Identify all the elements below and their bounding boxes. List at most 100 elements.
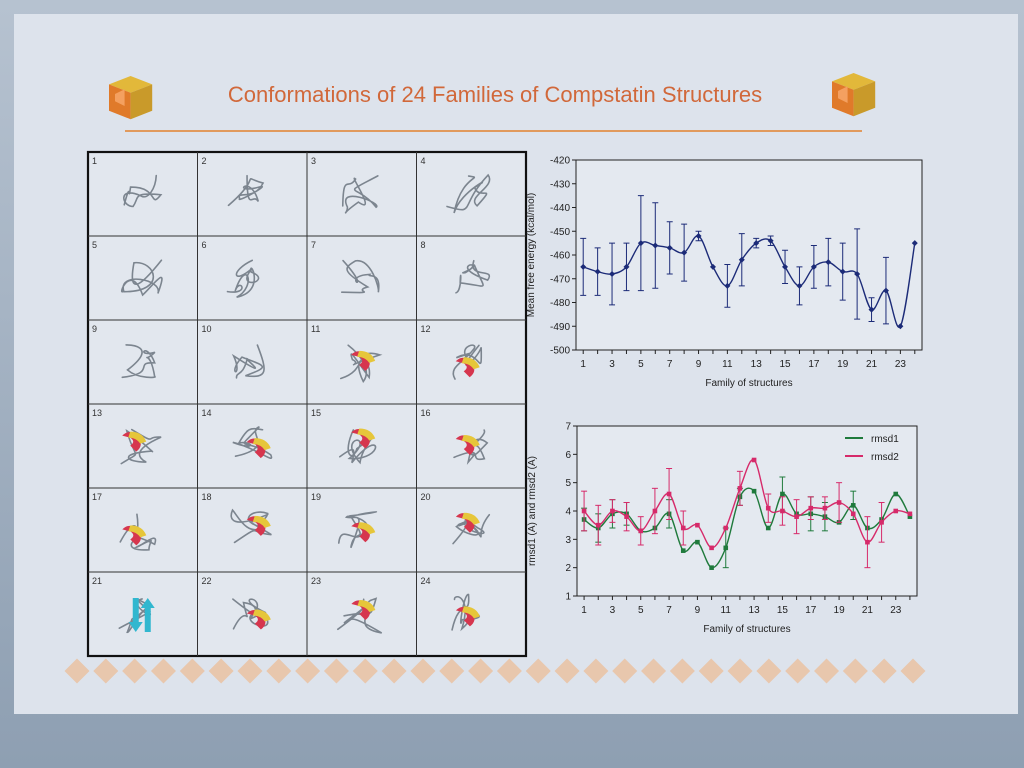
diamond-ornament bbox=[871, 658, 897, 684]
y-tick-label: 2 bbox=[565, 563, 571, 574]
data-point bbox=[794, 514, 799, 519]
structure-cell: 1 bbox=[92, 156, 163, 208]
y-tick-label: -470 bbox=[550, 274, 570, 285]
logo-face-right bbox=[130, 84, 153, 120]
cell-number: 13 bbox=[92, 408, 102, 418]
data-point bbox=[695, 233, 702, 239]
data-point bbox=[709, 565, 714, 570]
x-tick-label: 11 bbox=[722, 359, 733, 370]
structure-cell: 23 bbox=[311, 576, 383, 634]
cell-number: 14 bbox=[202, 408, 212, 418]
cell-number: 22 bbox=[202, 576, 212, 586]
diamond-ornament bbox=[641, 658, 667, 684]
x-tick-label: 7 bbox=[666, 605, 672, 616]
data-point bbox=[765, 525, 771, 531]
backbone-trace bbox=[230, 508, 272, 544]
backbone-trace bbox=[455, 259, 491, 294]
cell-number: 20 bbox=[421, 492, 431, 502]
x-tick-label: 13 bbox=[749, 605, 761, 616]
data-point bbox=[737, 486, 743, 491]
y-tick-label: -440 bbox=[550, 203, 570, 214]
data-point bbox=[623, 263, 630, 270]
y-tick-label: -460 bbox=[550, 251, 570, 262]
x-tick-label: 21 bbox=[866, 359, 878, 370]
y-tick-label: 1 bbox=[565, 592, 571, 603]
cell-number: 1 bbox=[92, 156, 97, 166]
diamond-ornament bbox=[266, 658, 292, 684]
data-point bbox=[609, 271, 616, 277]
x-tick-label: 15 bbox=[779, 359, 791, 370]
data-point bbox=[822, 505, 828, 511]
diamond-ornament bbox=[381, 658, 407, 684]
cell-number: 2 bbox=[202, 156, 207, 166]
data-point bbox=[681, 249, 688, 256]
data-point bbox=[724, 282, 731, 289]
helix-ribbon-yellow bbox=[128, 431, 147, 444]
diamond-ornament bbox=[756, 658, 782, 684]
data-point bbox=[911, 240, 918, 247]
cell-number: 24 bbox=[421, 576, 431, 586]
backbone-trace bbox=[232, 426, 273, 459]
diamond-ornament bbox=[814, 658, 840, 684]
y-tick-label: 5 bbox=[565, 478, 571, 489]
helix-ribbon-yellow bbox=[357, 522, 376, 535]
structure-cell: 24 bbox=[421, 576, 480, 632]
structure-cell: 12 bbox=[421, 324, 483, 380]
backbone-trace bbox=[341, 175, 379, 214]
data-point bbox=[624, 514, 629, 519]
structure-cell: 10 bbox=[202, 324, 265, 379]
x-tick-label: 5 bbox=[638, 359, 644, 370]
data-point bbox=[738, 256, 745, 263]
helix-ribbon-yellow bbox=[252, 438, 271, 451]
diamond-ornament bbox=[64, 658, 90, 684]
data-point bbox=[594, 268, 601, 275]
structure-cell: 2 bbox=[202, 156, 265, 207]
backbone-trace bbox=[227, 174, 265, 207]
diamond-ornament bbox=[150, 658, 176, 684]
backbone-trace bbox=[453, 429, 489, 465]
y-tick-label: -450 bbox=[550, 227, 570, 238]
data-point bbox=[765, 505, 771, 511]
data-point bbox=[680, 525, 686, 531]
data-point bbox=[709, 263, 716, 270]
diamond-ornament bbox=[295, 658, 321, 684]
data-point bbox=[680, 548, 686, 553]
data-point bbox=[782, 263, 789, 270]
data-point bbox=[666, 244, 673, 251]
cell-number: 19 bbox=[311, 492, 321, 502]
diamond-ornament bbox=[496, 658, 522, 684]
helix-ribbon-yellow bbox=[357, 599, 376, 612]
x-tick-label: 3 bbox=[610, 605, 616, 616]
data-point bbox=[893, 508, 899, 514]
x-tick-label: 17 bbox=[805, 605, 817, 616]
diamond-ornament bbox=[208, 658, 234, 684]
data-point bbox=[610, 508, 615, 514]
cell-number: 9 bbox=[92, 324, 97, 334]
y-tick-label: -420 bbox=[550, 156, 570, 167]
x-axis-label: Family of structures bbox=[705, 378, 792, 389]
diamond-ornament bbox=[122, 658, 148, 684]
poster-title: Conformations of 24 Families of Compstat… bbox=[228, 82, 762, 107]
cell-number: 12 bbox=[421, 324, 431, 334]
diamond-ornament bbox=[352, 658, 378, 684]
helix-ribbon-yellow bbox=[357, 350, 376, 363]
diamond-ornament bbox=[410, 658, 436, 684]
x-tick-label: 15 bbox=[777, 605, 789, 616]
y-axis-label: rmsd1 (A) and rmsd2 (A) bbox=[527, 456, 538, 566]
x-tick-label: 23 bbox=[895, 359, 907, 370]
data-point bbox=[581, 508, 587, 514]
data-point bbox=[850, 511, 856, 517]
diamond-ornament bbox=[669, 658, 695, 684]
helix-ribbon-yellow bbox=[357, 428, 376, 441]
structure-cell: 8 bbox=[421, 240, 491, 294]
cell-number: 21 bbox=[92, 576, 102, 586]
helix-ribbon-yellow bbox=[461, 434, 480, 447]
diamond-ornament bbox=[179, 658, 205, 684]
data-point bbox=[868, 306, 875, 313]
data-point bbox=[796, 282, 803, 289]
legend-label: rmsd1 bbox=[871, 434, 899, 445]
data-point bbox=[709, 545, 714, 551]
structure-cell: 4 bbox=[421, 156, 491, 214]
